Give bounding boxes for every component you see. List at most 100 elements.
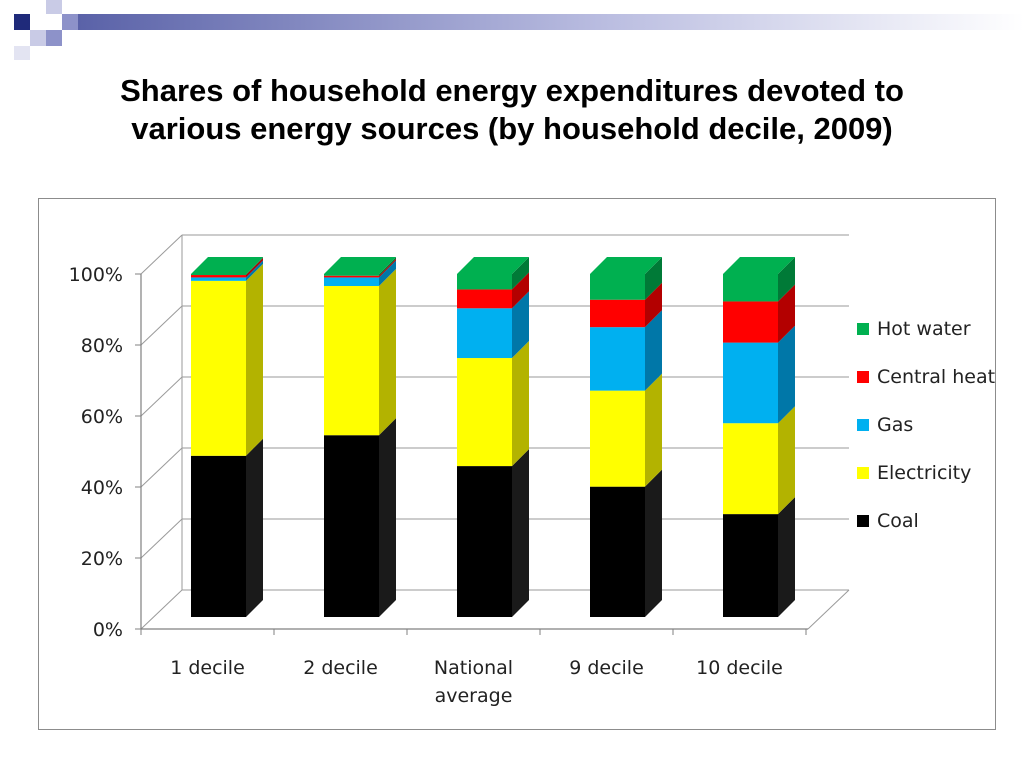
bar-side-electricity: [645, 373, 662, 487]
bar-segment-gas: [457, 308, 512, 359]
bar-segment-gas: [191, 277, 246, 281]
bar-side-hot-water: [512, 257, 529, 290]
y-tick-label: 80%: [81, 335, 123, 357]
x-tick-label: average: [435, 685, 513, 707]
deco-square: [14, 14, 30, 30]
bar-segment-central-heat: [590, 299, 645, 328]
legend-swatch-coal: [857, 515, 869, 527]
bar-segment-coal: [457, 466, 512, 617]
bar-side-central-heat: [645, 282, 662, 328]
legend-label-electricity: Electricity: [877, 462, 971, 484]
slide-decoration: [14, 0, 1024, 60]
legend-swatch-central-heat: [857, 371, 869, 383]
bar-top: [590, 257, 662, 274]
wall-gridline: [140, 305, 183, 346]
bar-segment-central-heat: [723, 301, 778, 343]
bar-segment-electricity: [191, 280, 246, 456]
bar-segment-electricity: [457, 358, 512, 467]
deco-square: [46, 0, 62, 14]
legend-layer: Hot water Central heat Gas Electricity Coal: [857, 318, 995, 532]
bar-segment-hot-water: [191, 274, 246, 276]
slide-title-line-2: various energy sources (by household dec…: [131, 111, 893, 146]
bar-side-hot-water: [379, 257, 396, 276]
deco-square: [14, 46, 30, 60]
deco-square: [30, 30, 46, 46]
bar-side-coal: [512, 449, 529, 617]
bar-segment-gas: [723, 342, 778, 424]
x-tick-label: 2 decile: [303, 657, 378, 679]
bar-side-central-heat: [778, 284, 795, 343]
bar-side-gas: [778, 325, 795, 424]
stacked-bar-chart: 0% 20% 40% 60% 80% 100% 1 decile 2 decile Natio…: [69, 234, 995, 707]
bar-top: [457, 257, 529, 274]
x-tick-label: 1 decile: [170, 657, 245, 679]
bar-side-coal: [379, 418, 396, 617]
legend-label-hot-water: Hot water: [877, 318, 971, 340]
bar-top: [723, 257, 795, 274]
bar-segment-coal: [590, 486, 645, 617]
y-tick-label: 40%: [81, 477, 123, 499]
wall-gridline: [140, 447, 183, 488]
bar-side-central-heat: [512, 272, 529, 309]
bar-side-central-heat: [246, 258, 263, 278]
bar-side-gas: [512, 291, 529, 359]
bar-segment-electricity: [324, 286, 379, 436]
bar-segment-hot-water: [590, 274, 645, 300]
bar-segment-gas: [590, 327, 645, 391]
bar-side-gas: [246, 260, 263, 281]
bar-side-hot-water: [246, 257, 263, 276]
bar-side-electricity: [246, 263, 263, 456]
y-tick-label: 100%: [69, 264, 123, 286]
bar-side-coal: [645, 469, 662, 617]
bar-side-electricity: [778, 406, 795, 515]
bar-side-electricity: [379, 269, 396, 436]
bar-segment-hot-water: [324, 274, 379, 276]
wall-gridline: [140, 589, 183, 630]
bar-segment-coal: [191, 455, 246, 617]
x-tick-label: 9 decile: [569, 657, 644, 679]
bar-segment-central-heat: [191, 275, 246, 278]
bar-segment-coal: [324, 435, 379, 617]
slide-title-line-1: Shares of household energy expenditures …: [120, 73, 904, 108]
legend-label-central-heat: Central heat: [877, 366, 995, 388]
legend-label-coal: Coal: [877, 510, 919, 532]
legend-swatch-electricity: [857, 467, 869, 479]
bar-side-hot-water: [778, 257, 795, 302]
bar-segment-electricity: [590, 390, 645, 487]
bar-side-coal: [778, 497, 795, 617]
axis-layer: 0% 20% 40% 60% 80% 100%: [69, 264, 808, 641]
bar-top: [324, 257, 396, 274]
bar-segment-gas: [324, 277, 379, 287]
bar-segment-electricity: [723, 423, 778, 515]
bar-segment-central-heat: [324, 275, 379, 278]
floor-edge: [807, 589, 850, 630]
bar-segment-coal: [723, 514, 778, 617]
legend-swatch-gas: [857, 419, 869, 431]
x-tick-label: National: [434, 657, 513, 679]
bar-top: [191, 257, 263, 274]
y-tick-label: 0%: [93, 619, 123, 641]
wall-gridline: [140, 234, 183, 275]
bar-segment-central-heat: [457, 289, 512, 309]
bar-side-hot-water: [645, 257, 662, 300]
bar-segment-hot-water: [457, 274, 512, 290]
bar-layer: [191, 257, 795, 617]
label-layer: 1 decile 2 decile National average 9 decile 1…: [170, 657, 783, 707]
wall-gridline: [140, 518, 183, 559]
bar-side-gas: [379, 260, 396, 287]
bar-side-electricity: [512, 341, 529, 467]
legend-swatch-hot-water: [857, 323, 869, 335]
chart-frame: 0% 20% 40% 60% 80% 100% 1 decile 2 decile Natio…: [38, 198, 996, 730]
x-tick-label: 10 decile: [696, 657, 783, 679]
bar-segment-hot-water: [723, 274, 778, 302]
bar-side-coal: [246, 438, 263, 617]
header-band: [78, 14, 1024, 30]
bar-side-central-heat: [379, 258, 396, 278]
wall-gridline: [140, 376, 183, 417]
deco-square: [46, 30, 62, 46]
bar-side-gas: [645, 310, 662, 391]
legend-label-gas: Gas: [877, 414, 913, 436]
slide-title: Shares of household energy expenditures …: [40, 72, 984, 148]
y-tick-label: 60%: [81, 406, 123, 428]
deco-square: [62, 14, 78, 30]
